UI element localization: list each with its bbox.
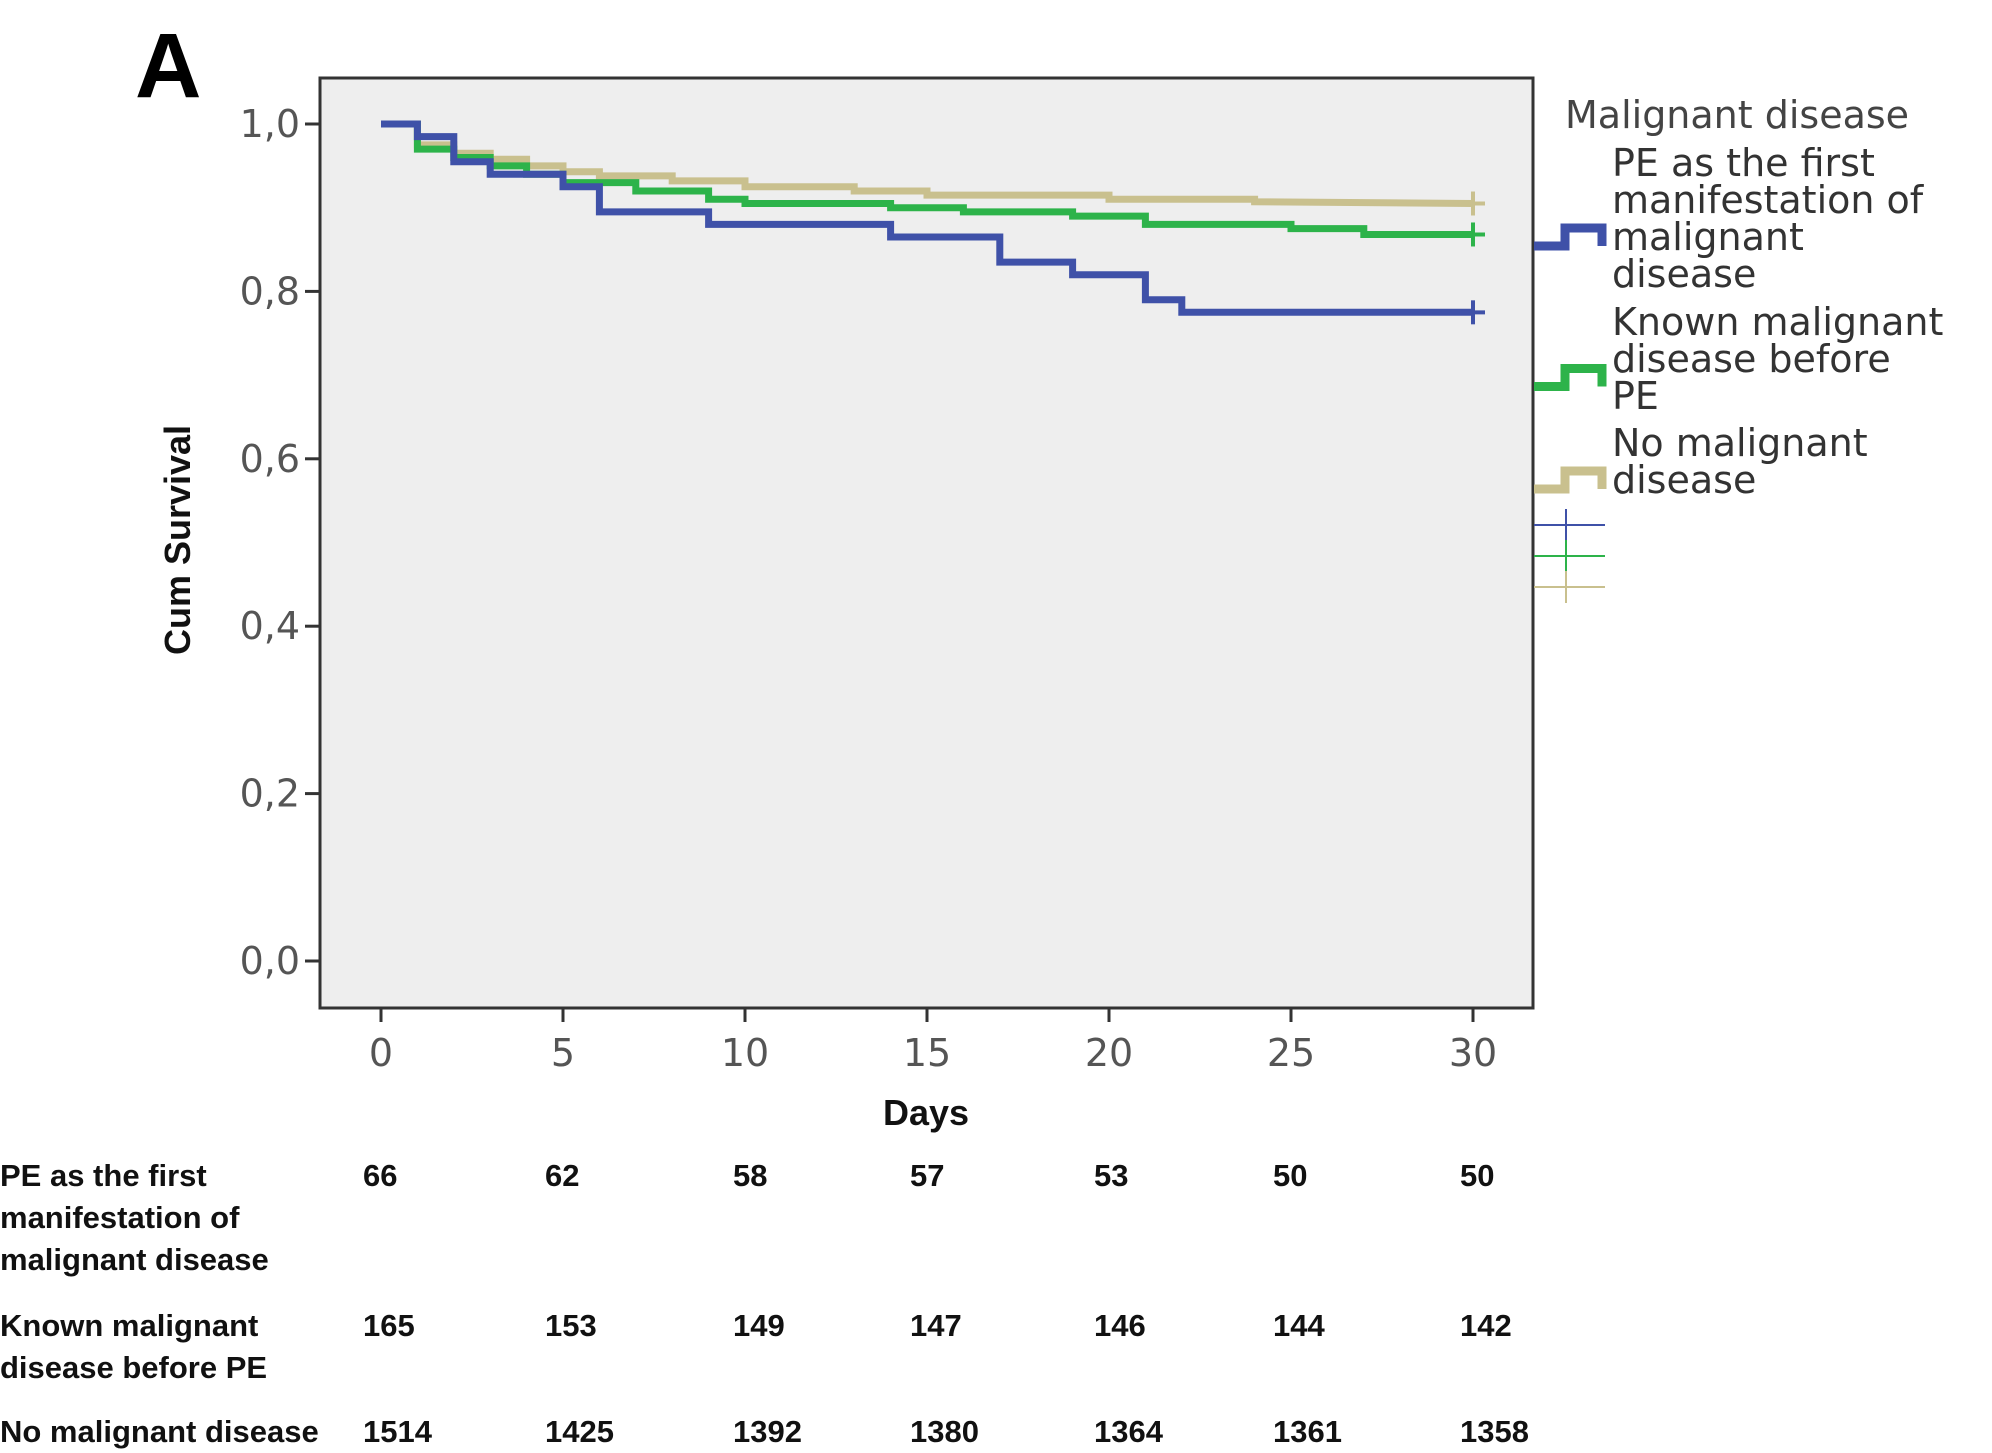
x-tick-label: 5 bbox=[551, 1031, 575, 1075]
legend-label: PE as the first bbox=[1612, 141, 1875, 185]
risk-cell: 1425 bbox=[545, 1414, 614, 1449]
legend-title: Malignant disease bbox=[1565, 93, 1909, 137]
legend-label: disease bbox=[1612, 252, 1756, 296]
y-axis: 0,0 0,2 0,4 0,6 0,8 1,0 bbox=[240, 102, 320, 983]
y-tick-label: 0,8 bbox=[240, 269, 300, 313]
x-tick-label: 0 bbox=[369, 1031, 393, 1075]
plot-area bbox=[318, 76, 1535, 1010]
legend-swatch bbox=[1534, 466, 1607, 494]
risk-cell: 1392 bbox=[733, 1414, 802, 1449]
x-tick-label: 10 bbox=[721, 1031, 769, 1075]
risk-row-label: No malignant disease bbox=[0, 1411, 340, 1453]
risk-row-label-line: malignant disease bbox=[0, 1242, 269, 1277]
legend-swatch bbox=[1534, 364, 1607, 391]
x-tick-label: 20 bbox=[1085, 1031, 1133, 1075]
risk-row-label-line: PE as the first bbox=[0, 1158, 207, 1193]
risk-cell: 146 bbox=[1094, 1308, 1146, 1343]
risk-cell: 58 bbox=[733, 1158, 768, 1193]
risk-cell: 57 bbox=[910, 1158, 945, 1193]
legend-label: Known malignant bbox=[1612, 300, 1943, 344]
risk-cell: 147 bbox=[910, 1308, 962, 1343]
risk-row-label-line: disease before PE bbox=[0, 1350, 268, 1385]
survival-line bbox=[381, 120, 1473, 316]
risk-row-label-line: manifestation of bbox=[0, 1200, 240, 1235]
risk-cell: 1364 bbox=[1094, 1414, 1163, 1449]
y-axis-title: Cum Survival bbox=[157, 425, 198, 655]
legend-label: No malignant bbox=[1612, 421, 1868, 465]
risk-row-label-line: No malignant disease bbox=[0, 1414, 319, 1449]
risk-cell: 142 bbox=[1460, 1308, 1512, 1343]
risk-row-label-line: Known malignant bbox=[0, 1308, 259, 1343]
legend-label: manifestation of bbox=[1612, 178, 1925, 222]
x-axis-title: Days bbox=[883, 1092, 969, 1133]
y-tick-label: 0,4 bbox=[240, 604, 300, 648]
risk-cell: 144 bbox=[1273, 1308, 1325, 1343]
risk-cell: 1358 bbox=[1460, 1414, 1529, 1449]
risk-cell: 62 bbox=[545, 1158, 580, 1193]
y-tick-label: 0,6 bbox=[240, 437, 300, 481]
survival-line bbox=[381, 120, 1473, 238]
risk-cell: 165 bbox=[363, 1308, 415, 1343]
risk-cell: 50 bbox=[1273, 1158, 1308, 1193]
series-layer bbox=[381, 120, 1485, 325]
legend-swatch bbox=[1534, 223, 1607, 251]
risk-row-label: Known malignant disease before PE bbox=[0, 1305, 340, 1389]
risk-cell: 66 bbox=[363, 1158, 398, 1193]
risk-cell: 1361 bbox=[1273, 1414, 1342, 1449]
y-tick-label: 0,2 bbox=[240, 772, 300, 816]
y-tick-label: 1,0 bbox=[240, 102, 300, 146]
legend-label: PE bbox=[1612, 374, 1659, 418]
panel-letter: A bbox=[135, 15, 202, 117]
x-tick-label: 15 bbox=[903, 1031, 951, 1075]
risk-cell: 1514 bbox=[363, 1414, 432, 1449]
survival-line bbox=[381, 120, 1474, 207]
legend-label: disease bbox=[1612, 458, 1756, 502]
survival-chart: 0,0 0,2 0,4 0,6 0,8 1,0 0 5 10 15 20 25 30 Cum Surv… bbox=[157, 76, 1943, 1133]
legend-label: disease before bbox=[1612, 337, 1891, 381]
risk-cell: 153 bbox=[545, 1308, 597, 1343]
y-tick-label: 0,0 bbox=[240, 939, 300, 983]
x-tick-label: 30 bbox=[1449, 1031, 1497, 1075]
x-axis: 0 5 10 15 20 25 30 bbox=[369, 1008, 1497, 1075]
risk-cell: 1380 bbox=[910, 1414, 979, 1449]
risk-cell: 149 bbox=[733, 1308, 785, 1343]
risk-row-label: PE as the first manifestation of malignant… bbox=[0, 1155, 340, 1281]
legend-label: malignant bbox=[1612, 215, 1804, 259]
risk-cell: 53 bbox=[1094, 1158, 1129, 1193]
x-tick-label: 25 bbox=[1267, 1031, 1315, 1075]
risk-cell: 50 bbox=[1460, 1158, 1495, 1193]
